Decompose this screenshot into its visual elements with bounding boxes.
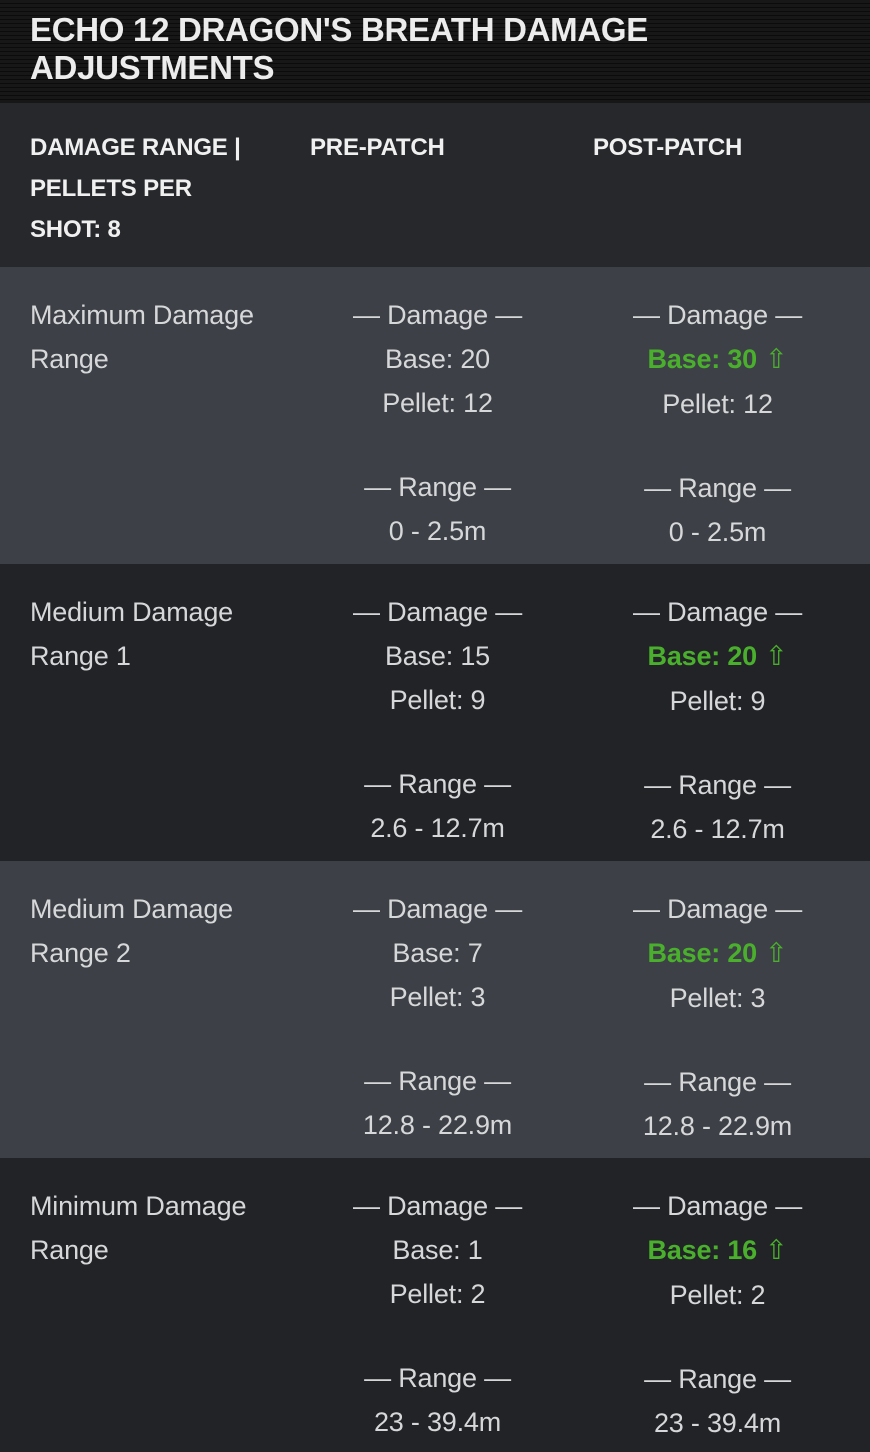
range-heading: — Range — (364, 769, 511, 799)
base-value: Base: 1 (392, 1235, 483, 1265)
pre-patch-cell: — Damage — Base: 7 Pellet: 3 — Range — 1… (310, 887, 565, 1158)
range-value: 2.6 - 12.7m (650, 814, 785, 844)
post-patch-cell: — Damage — Base: 20 ⇧ Pellet: 3 — Range —… (565, 887, 870, 1158)
row-label: Medium Damage Range 2 (30, 894, 233, 968)
base-value: Base: 15 (385, 641, 490, 671)
buffed-base-value: Base: 20 ⇧ (565, 931, 870, 976)
range-section: — Range — 2.6 - 12.7m (565, 763, 870, 851)
base-value: Base: 20 (385, 344, 490, 374)
base-value: Base: 20 (647, 938, 758, 968)
pellet-value: Pellet: 3 (389, 982, 486, 1012)
range-heading: — Range — (644, 473, 791, 503)
pellet-value: Pellet: 12 (662, 389, 773, 419)
damage-heading: — Damage — (632, 894, 803, 924)
column-header-damage-range: DAMAGE RANGE | PELLETS PER SHOT: 8 (30, 134, 241, 243)
buff-up-arrow-icon: ⇧ (765, 344, 788, 375)
column-header-pre-patch: PRE-PATCH (310, 134, 445, 161)
base-value: Base: 16 (647, 1235, 758, 1265)
table-row-minimum-damage-range: Minimum Damage Range — Damage — Base: 1 … (0, 1158, 870, 1452)
damage-section: — Damage — Base: 1 Pellet: 2 (310, 1184, 565, 1316)
range-section: — Range — 23 - 39.4m (310, 1356, 565, 1444)
table-row-medium-damage-range-1: Medium Damage Range 1 — Damage — Base: 1… (0, 564, 870, 861)
range-value: 2.6 - 12.7m (370, 813, 505, 843)
table-row-medium-damage-range-2: Medium Damage Range 2 — Damage — Base: 7… (0, 861, 870, 1158)
pellet-value: Pellet: 3 (669, 983, 766, 1013)
row-label: Maximum Damage Range (30, 300, 254, 374)
pellet-value: Pellet: 2 (389, 1279, 486, 1309)
damage-heading: — Damage — (632, 1191, 803, 1221)
buffed-base-value: Base: 30 ⇧ (565, 337, 870, 382)
damage-heading: — Damage — (352, 300, 523, 330)
post-patch-cell: — Damage — Base: 16 ⇧ Pellet: 2 — Range —… (565, 1184, 870, 1452)
damage-heading: — Damage — (352, 597, 523, 627)
range-value: 12.8 - 22.9m (362, 1110, 513, 1140)
damage-heading: — Damage — (352, 1191, 523, 1221)
damage-section: — Damage — Base: 20 ⇧ Pellet: 9 (565, 590, 870, 723)
range-value: 0 - 2.5m (388, 516, 487, 546)
damage-heading: — Damage — (632, 300, 803, 330)
range-value: 12.8 - 22.9m (642, 1111, 793, 1141)
range-section: — Range — 2.6 - 12.7m (310, 762, 565, 850)
base-value: Base: 7 (392, 938, 483, 968)
table-header-row: DAMAGE RANGE | PELLETS PER SHOT: 8 PRE-P… (0, 103, 870, 267)
post-patch-cell: — Damage — Base: 20 ⇧ Pellet: 9 — Range —… (565, 590, 870, 861)
page-title: ECHO 12 DRAGON'S BREATH DAMAGE ADJUSTMEN… (30, 11, 648, 86)
range-heading: — Range — (644, 770, 791, 800)
pellet-value: Pellet: 9 (389, 685, 486, 715)
buff-up-arrow-icon: ⇧ (765, 938, 788, 969)
pre-patch-cell: — Damage — Base: 15 Pellet: 9 — Range — … (310, 590, 565, 861)
range-value: 0 - 2.5m (668, 517, 767, 547)
damage-heading: — Damage — (632, 597, 803, 627)
damage-heading: — Damage — (352, 894, 523, 924)
range-section: — Range — 0 - 2.5m (310, 465, 565, 553)
base-value: Base: 20 (647, 641, 758, 671)
base-value: Base: 30 (647, 344, 758, 374)
row-label: Minimum Damage Range (30, 1191, 247, 1265)
damage-section: — Damage — Base: 20 Pellet: 12 (310, 293, 565, 425)
pellet-value: Pellet: 12 (382, 388, 493, 418)
damage-section: — Damage — Base: 16 ⇧ Pellet: 2 (565, 1184, 870, 1317)
range-section: — Range — 12.8 - 22.9m (310, 1059, 565, 1147)
range-heading: — Range — (644, 1364, 791, 1394)
damage-section: — Damage — Base: 30 ⇧ Pellet: 12 (565, 293, 870, 426)
damage-section: — Damage — Base: 7 Pellet: 3 (310, 887, 565, 1019)
pre-patch-cell: — Damage — Base: 1 Pellet: 2 — Range — 2… (310, 1184, 565, 1452)
pellet-value: Pellet: 2 (669, 1280, 766, 1310)
damage-section: — Damage — Base: 15 Pellet: 9 (310, 590, 565, 722)
damage-section: — Damage — Base: 20 ⇧ Pellet: 3 (565, 887, 870, 1020)
buff-up-arrow-icon: ⇧ (765, 1235, 788, 1266)
buff-up-arrow-icon: ⇧ (765, 641, 788, 672)
range-heading: — Range — (364, 1066, 511, 1096)
post-patch-cell: — Damage — Base: 30 ⇧ Pellet: 12 — Range … (565, 293, 870, 564)
range-value: 23 - 39.4m (373, 1407, 502, 1437)
table-row-maximum-damage-range: Maximum Damage Range — Damage — Base: 20… (0, 267, 870, 564)
column-header-post-patch: POST-PATCH (593, 134, 743, 161)
range-section: — Range — 12.8 - 22.9m (565, 1060, 870, 1148)
pre-patch-cell: — Damage — Base: 20 Pellet: 12 — Range —… (310, 293, 565, 564)
pellet-value: Pellet: 9 (669, 686, 766, 716)
buffed-base-value: Base: 20 ⇧ (565, 634, 870, 679)
buffed-base-value: Base: 16 ⇧ (565, 1228, 870, 1273)
range-heading: — Range — (364, 472, 511, 502)
range-section: — Range — 0 - 2.5m (565, 466, 870, 554)
row-label: Medium Damage Range 1 (30, 597, 233, 671)
range-section: — Range — 23 - 39.4m (565, 1357, 870, 1445)
range-heading: — Range — (644, 1067, 791, 1097)
page-title-bar: ECHO 12 DRAGON'S BREATH DAMAGE ADJUSTMEN… (0, 0, 870, 103)
range-value: 23 - 39.4m (653, 1408, 782, 1438)
range-heading: — Range — (364, 1363, 511, 1393)
